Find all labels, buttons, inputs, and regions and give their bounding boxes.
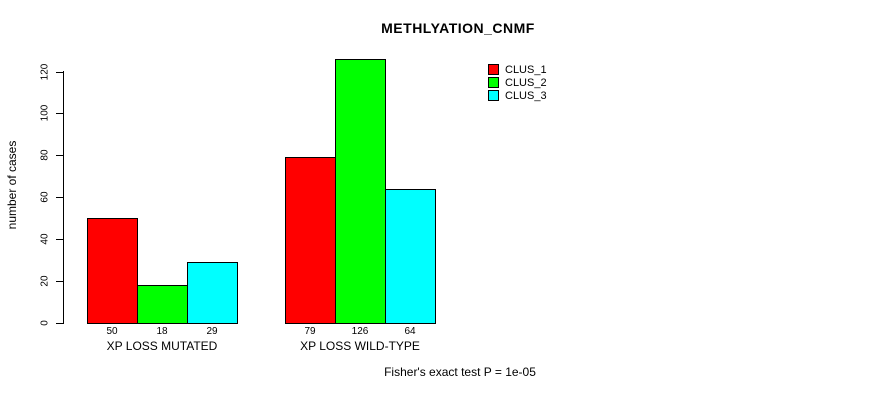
bar-clus_1-group-0 [87,218,138,324]
y-axis-tick [56,113,63,114]
y-axis-tick-label: 120 [39,63,51,81]
y-axis-tick [56,323,63,324]
legend: CLUS_1 CLUS_2 CLUS_3 [488,63,547,102]
y-axis-title: number of cases [5,140,19,230]
bar-value-label: 50 [106,326,118,337]
y-axis-tick-label: 80 [39,149,51,161]
bar-clus_3-group-0 [187,262,238,324]
chart-title: METHLYATION_CNMF [381,20,535,36]
y-axis-tick-label: 60 [39,191,51,203]
legend-label-clus-3: CLUS_3 [505,89,547,102]
bar-clus_2-group-0 [137,285,188,324]
y-axis-tick [56,281,63,282]
bar-value-label: 29 [206,326,218,337]
footer-annotation: Fisher's exact test P = 1e-05 [384,365,536,379]
legend-swatch-clus-3 [488,90,499,101]
y-axis-tick [56,155,63,156]
y-axis-tick-label: 100 [39,104,51,122]
legend-row-clus-2: CLUS_2 [488,76,547,89]
y-axis-tick-label: 20 [39,275,51,287]
bar-clus_3-group-1 [385,189,436,324]
bar-value-label: 18 [156,326,168,337]
legend-label-clus-1: CLUS_1 [505,63,547,76]
legend-label-clus-2: CLUS_2 [505,76,547,89]
bar-value-label: 126 [351,326,369,337]
y-axis-tick [56,239,63,240]
y-axis-tick-label: 0 [39,320,51,326]
bar-clus_1-group-1 [285,157,336,324]
legend-row-clus-1: CLUS_1 [488,63,547,76]
y-axis-tick [56,72,63,73]
legend-swatch-clus-1 [488,64,499,75]
bar-clus_2-group-1 [335,59,386,324]
bar-value-label: 64 [404,326,416,337]
category-label-mutated: XP LOSS MUTATED [106,339,218,353]
y-axis-tick [56,197,63,198]
bar-value-label: 79 [304,326,316,337]
y-axis-line [63,71,64,324]
legend-swatch-clus-2 [488,77,499,88]
legend-row-clus-3: CLUS_3 [488,89,547,102]
category-label-wild-type: XP LOSS WILD-TYPE [300,339,420,353]
y-axis-tick-label: 40 [39,233,51,245]
